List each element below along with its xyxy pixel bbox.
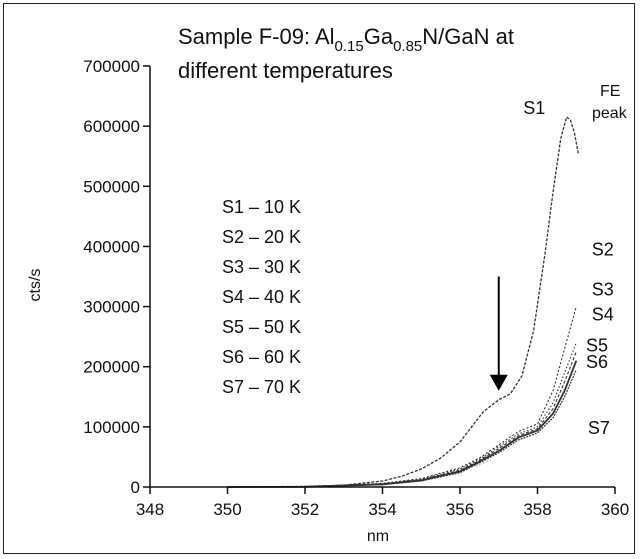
series-label-s7: S7	[588, 418, 610, 438]
x-tick-label: 350	[213, 500, 241, 519]
legend-entry: S3 – 30 K	[222, 257, 301, 277]
x-tick-label: 358	[523, 500, 551, 519]
series-label-s3: S3	[592, 280, 614, 300]
figure-frame	[3, 3, 635, 554]
arrow-head	[489, 374, 508, 391]
y-tick-label: 100000	[83, 418, 140, 437]
y-tick-label: 200000	[83, 358, 140, 377]
chart-title-line2: different temperatures	[178, 58, 393, 83]
y-tick-label: 400000	[83, 237, 140, 256]
chart-title: Sample F-09: Al0.15Ga0.85N/GaN at	[178, 24, 514, 55]
series-label-s5: S5	[586, 336, 608, 356]
series-label-s2: S2	[592, 239, 614, 259]
legend-entry: S6 – 60 K	[222, 347, 301, 367]
legend-entry: S7 – 70 K	[222, 377, 301, 397]
legend-entry: S4 – 40 K	[222, 287, 301, 307]
x-tick-label: 348	[136, 500, 164, 519]
legend-entry: S1 – 10 K	[222, 197, 301, 217]
legend: S1 – 10 K S2 – 20 K S3 – 30 K S4 – 40 K S5 –…	[222, 197, 301, 397]
x-tick-label: 354	[368, 500, 396, 519]
series-line-s4	[227, 351, 577, 488]
x-tick-label: 360	[601, 500, 629, 519]
series-line-s7	[475, 459, 492, 467]
series-label-s1: S1	[523, 98, 545, 118]
legend-entry: S2 – 20 K	[222, 227, 301, 247]
y-tick-label: 500000	[83, 177, 140, 196]
arrow-annotation	[489, 276, 508, 391]
y-tick-label: 700000	[83, 57, 140, 76]
x-tick-label: 356	[446, 500, 474, 519]
series-line-s1	[227, 115, 579, 488]
series-label-s6: S6	[586, 352, 608, 372]
series-line-s3	[227, 342, 577, 488]
y-tick-label: 600000	[83, 117, 140, 136]
series-line-s6	[227, 369, 577, 488]
series-label-s4: S4	[592, 304, 614, 324]
y-axis-label: cts/s	[27, 269, 44, 302]
x-tick-label: 352	[291, 500, 319, 519]
fe-peak-label-line2: peak	[592, 105, 628, 122]
y-tick-label: 0	[131, 478, 140, 497]
y-tick-label: 300000	[83, 298, 140, 317]
legend-entry: S5 – 50 K	[222, 317, 301, 337]
x-axis-label: nm	[367, 528, 389, 545]
fe-peak-label-line1: FE	[600, 83, 620, 100]
